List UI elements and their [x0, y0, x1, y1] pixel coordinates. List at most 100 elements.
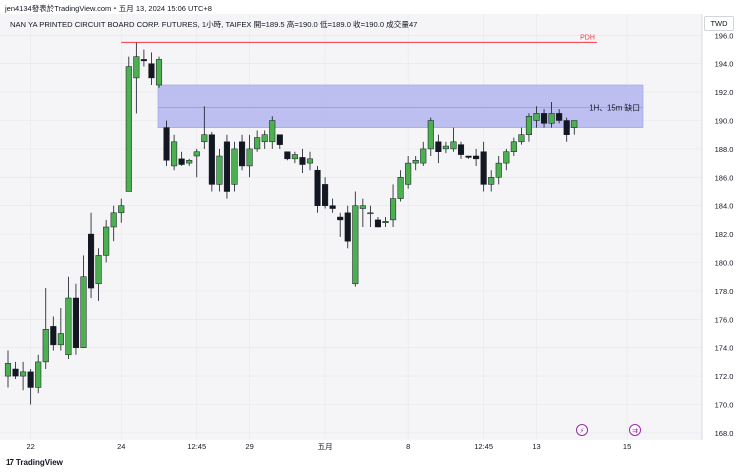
candle: [480, 141, 487, 192]
candle-body: [171, 141, 178, 167]
candle: [465, 155, 472, 159]
candle-body: [397, 177, 404, 199]
candle-body: [186, 160, 193, 164]
candle-body: [359, 205, 366, 209]
y-tick-label: 180.0: [715, 259, 734, 268]
currency-badge[interactable]: TWD: [704, 16, 734, 31]
candle: [548, 102, 555, 128]
y-tick-label: 192.0: [715, 88, 734, 97]
candle-body: [72, 297, 80, 348]
candle-body: [50, 326, 57, 346]
candle: [473, 148, 480, 166]
candle-body: [367, 212, 374, 215]
y-tick-label: 186.0: [715, 173, 734, 182]
candle: [246, 134, 253, 178]
candle-body: [35, 361, 42, 388]
pdh-layer: PDH: [121, 34, 597, 43]
candle-body: [57, 333, 64, 346]
y-tick-label: 182.0: [715, 230, 734, 239]
y-tick-label: 194.0: [715, 60, 734, 69]
candle-body: [306, 158, 314, 164]
candle-body: [4, 363, 12, 377]
tradingview-logo-icon: 17: [6, 458, 14, 467]
tradingview-brand: TradingView: [15, 458, 63, 467]
candle-body: [201, 134, 208, 143]
candle: [510, 137, 517, 156]
price-axis: 196.0 194.0 192.0 190.0 188.0 186.0 184.0 182.0…: [701, 14, 734, 440]
candle-body: [533, 113, 540, 121]
candle: [231, 141, 238, 192]
pdh-label: PDH: [580, 34, 595, 41]
candle: [563, 117, 570, 142]
candle-body: [518, 134, 525, 143]
candle: [20, 361, 27, 391]
tradingview-logo[interactable]: 17 TradingView: [6, 458, 63, 467]
earnings-marker-icon: [576, 424, 588, 436]
candle-body: [420, 148, 427, 164]
candle: [50, 316, 57, 351]
candle: [442, 141, 449, 154]
candle: [27, 369, 34, 405]
gap-zone-layer: 1H、15m 缺口: [157, 84, 644, 128]
candle-body: [390, 198, 397, 221]
timeline-markers: ⚡ ⇉: [576, 424, 641, 436]
candle-body: [80, 276, 87, 348]
candle: [208, 131, 215, 192]
candle-body: [261, 134, 268, 143]
candle: [541, 109, 548, 128]
candle: [178, 151, 185, 166]
candle: [329, 198, 336, 213]
candle-body: [450, 141, 457, 150]
candle-body: [216, 155, 223, 185]
candle-body: [20, 371, 27, 377]
candle: [88, 212, 95, 298]
jump-to-realtime-icon-glyph: ⇉: [632, 428, 638, 435]
candle: [397, 170, 404, 202]
candle-body: [405, 162, 412, 185]
y-tick-label: 170.0: [715, 401, 734, 410]
candle: [148, 52, 155, 85]
candle-body: [276, 134, 283, 145]
candle: [4, 350, 12, 388]
candle-body: [329, 205, 336, 209]
candle: [171, 134, 178, 171]
candle: [412, 156, 419, 171]
symbol-header: NAN YA PRINTED CIRCUIT BOARD CORP. FUTUR…: [10, 20, 418, 29]
candle: [80, 255, 87, 348]
candle: [420, 141, 427, 166]
candle: [103, 219, 110, 263]
candle: [314, 165, 321, 213]
candle: [322, 177, 329, 209]
candle: [72, 283, 80, 355]
candle: [35, 354, 42, 394]
candle: [155, 56, 163, 88]
candle-body: [88, 233, 95, 289]
candle-body: [284, 151, 291, 160]
grid-lines: [0, 14, 702, 440]
candle-body: [246, 148, 253, 167]
candle-body: [480, 151, 487, 185]
x-tick-label: 13: [532, 442, 540, 451]
candle: [216, 148, 223, 192]
candle: [352, 191, 359, 287]
candle: [12, 361, 19, 379]
chart-panel[interactable]: 1H、15m 缺口 PDH 196.0 194.0 192.0 190.0 188.0 1…: [0, 14, 740, 454]
candle: [344, 205, 351, 249]
candle-body: [495, 162, 502, 178]
candle-body: [65, 297, 72, 356]
candlestick-chart[interactable]: 1H、15m 缺口 PDH 196.0194.0192.0190.0188.01…: [0, 14, 740, 454]
candle: [435, 134, 442, 164]
candle-body: [103, 226, 110, 256]
candle: [57, 307, 64, 351]
candle-body: [465, 155, 472, 158]
candle-body: [223, 141, 230, 192]
y-tick-label: 190.0: [715, 117, 734, 126]
y-tick-label: 184.0: [715, 202, 734, 211]
candle-body: [291, 154, 298, 160]
candle: [427, 117, 434, 156]
candle-body: [239, 141, 246, 167]
y-tick-label: 176.0: [715, 315, 734, 324]
candle: [488, 170, 495, 192]
candles-layer: [4, 42, 578, 405]
earnings-marker-icon-glyph: ⚡: [580, 427, 585, 435]
